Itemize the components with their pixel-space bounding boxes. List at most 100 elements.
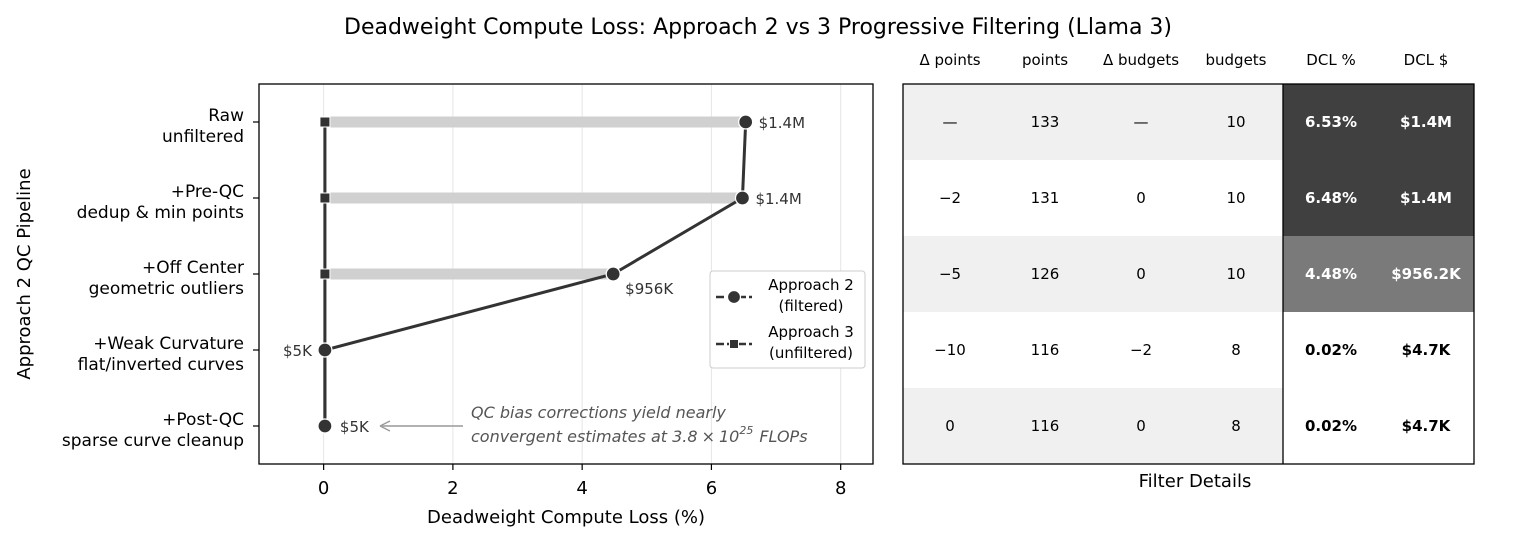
dcl-cell-bg [1283, 312, 1474, 388]
y-tick-label-line1: +Post-QC [162, 410, 244, 430]
table-frame [902, 83, 1475, 465]
table-cell: −10 [934, 341, 966, 359]
table-cell: 6.53% [1305, 113, 1357, 131]
x-tick-label: 0 [318, 478, 329, 499]
point-label: $1.4M [759, 114, 805, 132]
dumbbell-plot: $1.4M $1.4M $956K $5K $5K 0 2 4 6 8 Rawunfiltere… [14, 83, 874, 528]
x-tick-label: 2 [447, 478, 458, 499]
table-column-header: DCL % [1306, 51, 1355, 69]
table-cell: $4.7K [1402, 341, 1452, 359]
series-markers [317, 114, 754, 434]
approach2-marker [605, 266, 621, 282]
y-tick-label-line1: +Weak Curvature [93, 334, 244, 354]
table-cell: — [943, 113, 958, 131]
annotation-exponent: 25 [739, 424, 753, 437]
x-tick-label: 8 [835, 478, 846, 499]
table-cell: 0.02% [1305, 417, 1357, 435]
table-column-header: budgets [1206, 51, 1267, 69]
table-cell: 8 [1231, 341, 1241, 359]
table-cell: 4.48% [1305, 265, 1357, 283]
annotation: QC bias corrections yield nearly converg… [379, 403, 808, 446]
x-axis-ticks: 0 2 4 6 8 [318, 464, 846, 499]
table-cell: $1.4M [1400, 113, 1452, 131]
legend-a3-label-line2: (unfiltered) [769, 344, 853, 362]
table-row-band [903, 388, 1283, 464]
table-cell: −5 [939, 265, 961, 283]
table-cell: 126 [1031, 265, 1060, 283]
approach2-marker [317, 418, 333, 434]
approach3-marker [319, 116, 331, 128]
table-cell: $1.4M [1400, 189, 1452, 207]
dcl-cell-bg [1283, 388, 1474, 464]
table-cell: $4.7K [1402, 417, 1452, 435]
table-bands [903, 84, 1474, 464]
filter-details-table: Δ points points Δ budgets budgets DCL % DCL $… [902, 51, 1475, 492]
annotation-line2: convergent estimates at 3.8 × 1025 FLOPs [471, 424, 808, 446]
approach2-marker [734, 190, 751, 206]
approach3-marker [319, 268, 331, 280]
annotation-base: 10 [719, 427, 739, 446]
legend-a3-label-line1: Approach 3 [768, 323, 854, 341]
table-cell: 0 [1136, 417, 1146, 435]
y-tick-label-line2: unfiltered [162, 127, 244, 147]
dcl-cell-bg [1283, 236, 1474, 312]
table-cell: 131 [1031, 189, 1060, 207]
y-tick-label-line1: Raw [208, 106, 244, 126]
table-row-band [903, 84, 1283, 160]
y-tick-label-line2: dedup & min points [77, 203, 244, 223]
dumbbell-bars [324, 116, 746, 280]
x-axis-label: Deadweight Compute Loss (%) [427, 507, 705, 528]
point-label: $5K [283, 342, 313, 360]
y-tick-label-line2: geometric outliers [89, 279, 245, 299]
approach3-marker [319, 192, 331, 204]
dcl-cell-bg [1283, 160, 1474, 236]
table-cell: — [1134, 113, 1149, 131]
legend-box [709, 270, 866, 369]
legend-a3-marker [729, 339, 739, 349]
table-row-band [903, 160, 1283, 236]
table-column-header: Δ budgets [1103, 51, 1179, 69]
y-tick-label-line1: +Off Center [142, 258, 244, 278]
table-cell: 10 [1226, 113, 1245, 131]
table-cell: −2 [1130, 341, 1152, 359]
y-axis-label: Approach 2 QC Pipeline [14, 168, 35, 379]
table-cell: 0 [1136, 189, 1146, 207]
table-cell: −2 [939, 189, 961, 207]
table-column-header: Δ points [919, 51, 980, 69]
table-cell: 0 [1136, 265, 1146, 283]
table-row-band [903, 236, 1283, 312]
point-label: $956K [625, 280, 674, 298]
table-column-header: points [1022, 51, 1068, 69]
table-cell: 116 [1031, 341, 1060, 359]
chart-title: Deadweight Compute Loss: Approach 2 vs 3… [344, 15, 1172, 40]
annotation-arrowhead [379, 420, 391, 432]
point-label: $5K [340, 418, 370, 436]
table-cell: 10 [1226, 189, 1245, 207]
legend-a2-label-line2: (filtered) [778, 297, 843, 315]
approach2-marker [317, 342, 333, 358]
annotation-line2-suffix: FLOPs [759, 427, 807, 446]
table-cell: 133 [1031, 113, 1060, 131]
x-tick-label: 4 [576, 478, 587, 499]
table-header: Δ points points Δ budgets budgets DCL % DCL $ [919, 51, 1448, 69]
legend-a2-marker [726, 289, 742, 305]
table-cell: $956.2K [1391, 265, 1462, 283]
y-tick-label-line2: flat/inverted curves [78, 355, 244, 375]
annotation-line1: QC bias corrections yield nearly [471, 403, 726, 422]
table-cell: 0.02% [1305, 341, 1357, 359]
table-cell: 10 [1226, 265, 1245, 283]
table-cell: 8 [1231, 417, 1241, 435]
table-cell: 0 [945, 417, 955, 435]
table-cells: — 133 — 10 6.53% $1.4M −2 131 0 10 6.48% $1.4M −5 126… [934, 113, 1462, 435]
point-label: $1.4M [755, 190, 801, 208]
dcl-cell-bg [1283, 84, 1474, 160]
legend: Approach 2 (filtered) Approach 3 (unfilt… [709, 270, 866, 369]
table-x-label: Filter Details [1139, 471, 1252, 492]
y-tick-label-line1: +Pre-QC [171, 182, 244, 202]
table-cell: 6.48% [1305, 189, 1357, 207]
point-labels: $1.4M $1.4M $956K $5K $5K [283, 114, 805, 436]
y-tick-label-line2: sparse curve cleanup [62, 431, 244, 451]
annotation-times: × [702, 427, 715, 446]
